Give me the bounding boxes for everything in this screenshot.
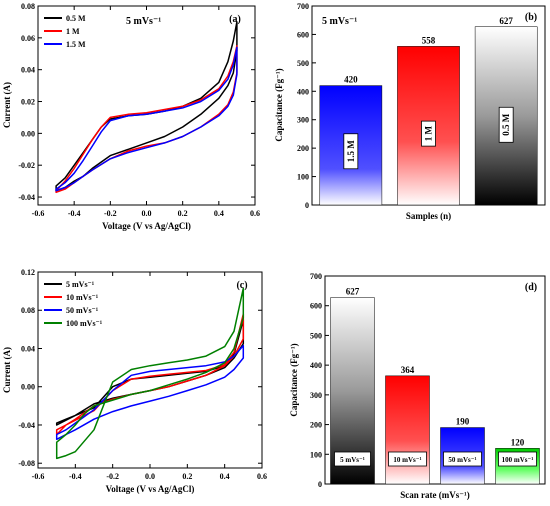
x-tick-label: 0.0 [145,472,155,481]
y-tick-label: 0.06 [21,34,35,43]
bar-category-box [443,451,482,467]
panel-c-cv-scan-rate: -0.6 -0.4 -0.2 0.0 0.2 0.4 0.6 -0.08 -0.04 0.00 0.… [2,268,267,494]
bar-category-label: 1 M [424,125,434,141]
legend-entry: 5 mVs⁻¹ [66,280,95,289]
y-tick-label: 300 [310,391,322,400]
y-tick-label: 600 [310,302,322,311]
y-tick-label: 400 [310,361,322,370]
x-tick-label: -0.4 [68,209,81,218]
x-tick-label: -0.2 [104,209,117,218]
y-axis-label: Current (A) [2,82,12,128]
x-tick-label: 0.4 [214,209,224,218]
bar-2 [385,375,430,485]
x-axis-label: Samples (n) [406,211,451,221]
x-tick-label: -0.6 [32,209,45,218]
panel-d-capacitance-scan-rate: 0 100 200 300 400 500 600 700 627 5 mVs⁻¹ 364 10 mV… [289,272,546,500]
bar-category-label: 1.5 M [346,140,356,163]
legend-entry: 1 M [66,27,80,36]
panel-label: (c) [236,280,247,291]
legend-entry: 0.5 M [66,14,86,23]
x-tick-label: -0.4 [69,472,82,481]
bar-category-label: 10 mVs⁻¹ [393,456,421,464]
x-axis-label: Voltage (V vs Ag/AgCl) [106,484,195,494]
panel-label: (a) [229,14,241,25]
y-tick-label: 0.00 [21,129,35,138]
bar-category-box [343,133,359,170]
y-tick-label: -0.02 [18,161,35,170]
y-tick-label: 0.04 [21,344,35,353]
x-tick-label: -0.6 [32,472,45,481]
bar-value-label: 420 [344,75,358,85]
y-tick-label: 500 [310,331,322,340]
bar-category-label: 5 mVs⁻¹ [340,456,365,464]
panel-a-cv-concentration: -0.6 -0.4 -0.2 0.0 0.2 0.4 0.6 -0.04 -0.02 0.00 0.… [2,2,260,231]
y-tick-label: 200 [297,144,309,153]
scan-rate-annotation: 5 mVs⁻¹ [322,16,357,27]
y-tick-label: 200 [310,421,322,430]
series-line-2 [55,45,238,194]
x-axis-label: Voltage (V vs Ag/AgCl) [102,221,191,231]
y-axis-label: Capacitance (Fg⁻¹) [274,68,284,141]
series-line-3 [55,46,238,192]
x-tick-label: -0.2 [106,472,119,481]
bar-value-label: 190 [456,417,470,427]
y-tick-label: 0.08 [21,306,35,315]
bar-value-label: 120 [511,437,525,447]
x-tick-label: 0.2 [182,472,192,481]
y-axis-label: Current (A) [2,347,12,393]
scan-rate-annotation: 5 mVs⁻¹ [126,16,161,27]
bar-category-box [498,451,537,467]
y-tick-label: -0.04 [18,421,35,430]
bar-value-label: 627 [346,287,360,297]
legend-entry: 1.5 M [66,40,86,49]
y-tick-label: 400 [297,87,309,96]
y-tick-label: 700 [297,2,309,11]
series-line-3 [55,344,245,441]
bar-category-box [421,120,436,147]
bar-category-box [388,451,427,467]
plot-frame [324,275,546,485]
y-tick-label: -0.04 [18,193,35,202]
bar-category-box [334,451,371,467]
x-tick-label: 0.6 [250,209,260,218]
bar-value-label: 558 [422,35,436,45]
panel-b-capacitance-samples: 0 100 200 300 400 500 600 700 420 1.5 M 558 1 M 627 0… [274,2,546,221]
x-tick-label: 0.0 [142,209,152,218]
y-tick-label: 300 [297,116,309,125]
x-tick-label: 0.6 [257,472,267,481]
legend-entry: 10 mVs⁻¹ [66,293,99,302]
y-tick-label: 100 [310,450,322,459]
y-tick-label: 500 [297,59,309,68]
bar-value-label: 627 [499,16,513,26]
x-axis-label: Scan rate (mVs⁻¹) [400,490,469,500]
y-tick-label: 0.00 [21,383,35,392]
y-tick-label: -0.08 [18,459,35,468]
y-tick-label: 0.02 [21,98,35,107]
series-line-4 [55,287,245,460]
y-tick-label: 0 [305,201,309,210]
y-tick-label: 0.04 [21,66,35,75]
bar-category-label: 50 mVs⁻¹ [448,456,476,464]
panel-label: (d) [525,282,537,293]
y-tick-label: 600 [297,30,309,39]
bar-category-box [498,106,514,143]
bar-category-label: 0.5 M [501,113,511,136]
y-tick-label: 0.12 [21,268,35,277]
bar-value-label: 364 [401,365,415,375]
panel-label: (b) [525,12,537,23]
y-tick-label: 100 [297,173,309,182]
x-tick-label: 0.4 [220,472,230,481]
legend-entry: 50 mVs⁻¹ [66,306,99,315]
bar-1 [319,85,383,206]
legend-entry: 100 mVs⁻¹ [66,319,103,328]
y-axis-label: Capacitance (Fg⁻¹) [289,343,299,416]
series-line-1 [55,319,245,426]
bar-category-label: 100 mVs⁻¹ [502,456,534,464]
y-tick-label: 0 [318,480,322,489]
y-tick-label: 0.08 [21,2,35,11]
x-tick-label: 0.2 [178,209,188,218]
y-tick-label: 700 [310,272,322,281]
